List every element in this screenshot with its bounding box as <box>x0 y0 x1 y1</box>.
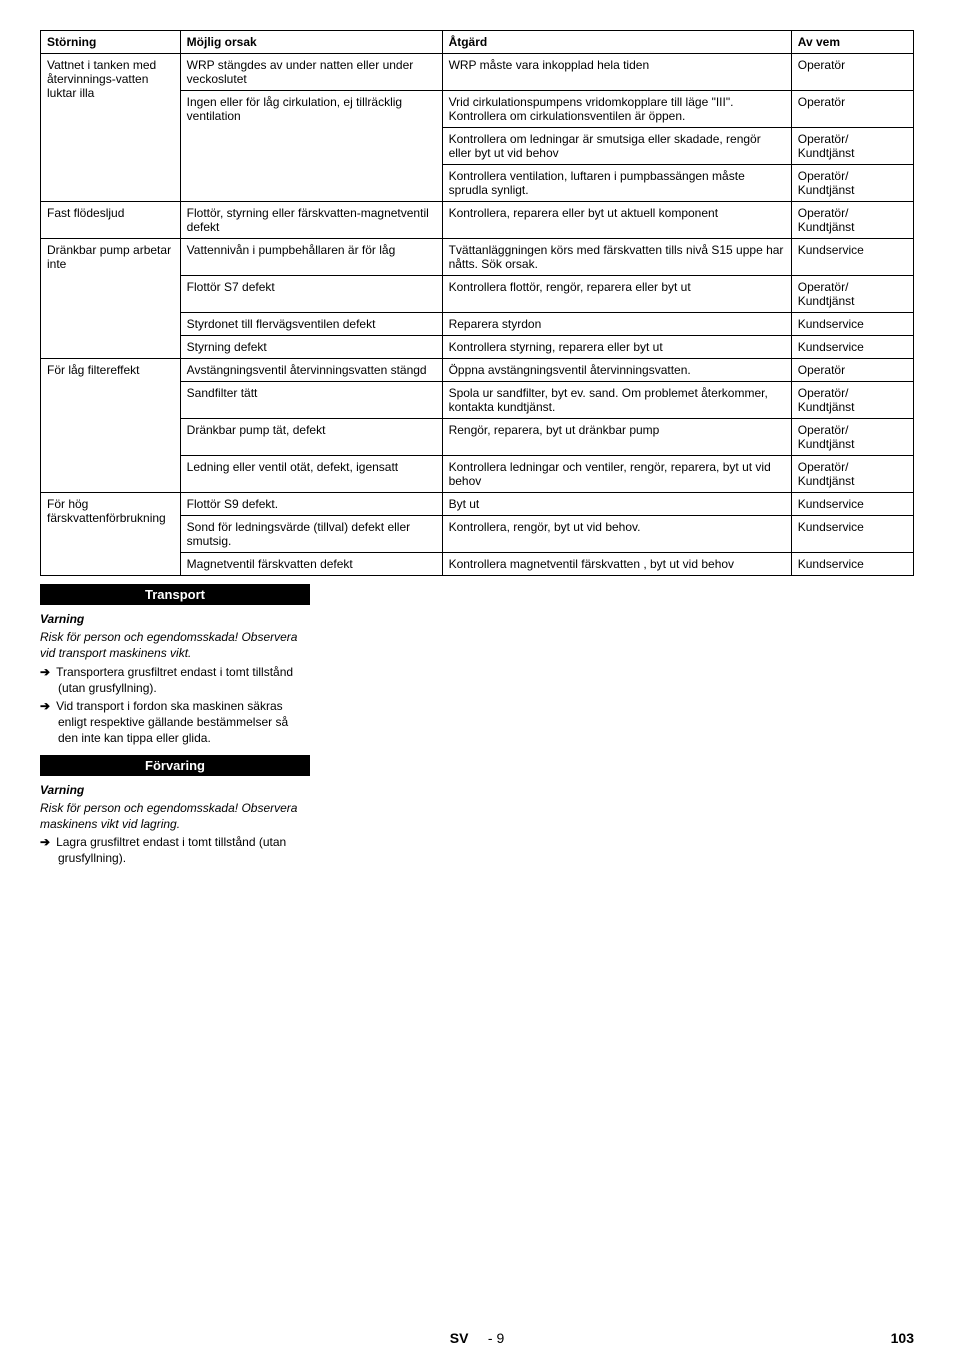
cell-orsak: Flottör S7 defekt <box>180 276 442 313</box>
troubleshooting-table: Störning Möjlig orsak Åtgärd Av vem Vatt… <box>40 30 914 576</box>
cell-orsak: Vattennivån i pumpbehållaren är för låg <box>180 239 442 276</box>
footer-lang: SV <box>450 1330 469 1346</box>
cell-vem: Kundservice <box>791 493 913 516</box>
cell-vem: Kundservice <box>791 313 913 336</box>
transport-intro: Risk för person och egendomsskada! Obser… <box>40 629 310 661</box>
cell-vem: Operatör/ Kundtjänst <box>791 128 913 165</box>
cell-vem: Kundservice <box>791 336 913 359</box>
cell-vem: Operatör/ Kundtjänst <box>791 456 913 493</box>
cell-vem: Kundservice <box>791 516 913 553</box>
table-row: För låg filtereffektAvstängningsventil å… <box>41 359 914 382</box>
footer-pagesub: - 9 <box>488 1330 504 1346</box>
cell-stoerning: För hög färskvattenförbrukning <box>41 493 181 576</box>
cell-atgard: Rengör, reparera, byt ut dränkbar pump <box>442 419 791 456</box>
cell-orsak: Flottör, styrning eller färskvatten-magn… <box>180 202 442 239</box>
forvaring-list: Lagra grusfiltret endast i tomt tillstån… <box>40 834 310 866</box>
cell-orsak: Styrdonet till flervägsventilen defekt <box>180 313 442 336</box>
th-orsak: Möjlig orsak <box>180 31 442 54</box>
th-vem: Av vem <box>791 31 913 54</box>
forvaring-warning: Varning <box>40 782 310 798</box>
cell-stoerning: För låg filtereffekt <box>41 359 181 493</box>
section-transport-header: Transport <box>40 584 310 605</box>
table-body: Vattnet i tanken med återvinnings-vatten… <box>41 54 914 576</box>
th-atgard: Åtgärd <box>442 31 791 54</box>
cell-vem: Operatör/ Kundtjänst <box>791 419 913 456</box>
cell-orsak: Avstängningsventil återvinningsvatten st… <box>180 359 442 382</box>
section-forvaring-header: Förvaring <box>40 755 310 776</box>
cell-atgard: Kontrollera ledningar och ventiler, reng… <box>442 456 791 493</box>
cell-stoerning: Vattnet i tanken med återvinnings-vatten… <box>41 54 181 202</box>
cell-vem: Operatör/ Kundtjänst <box>791 165 913 202</box>
cell-vem: Operatör/ Kundtjänst <box>791 276 913 313</box>
cell-orsak: Ingen eller för låg cirkulation, ej till… <box>180 91 442 202</box>
cell-atgard: Byt ut <box>442 493 791 516</box>
th-stoerning: Störning <box>41 31 181 54</box>
transport-list: Transportera grusfiltret endast i tomt t… <box>40 664 310 747</box>
table-row: Vattnet i tanken med återvinnings-vatten… <box>41 54 914 91</box>
cell-atgard: Vrid cirkulationspumpens vridomkopplare … <box>442 91 791 128</box>
transport-warning: Varning <box>40 611 310 627</box>
cell-vem: Operatör <box>791 359 913 382</box>
cell-vem: Operatör <box>791 54 913 91</box>
cell-orsak: Styrning defekt <box>180 336 442 359</box>
cell-atgard: Spola ur sandfilter, byt ev. sand. Om pr… <box>442 382 791 419</box>
list-item: Lagra grusfiltret endast i tomt tillstån… <box>40 834 310 866</box>
cell-orsak: Flottör S9 defekt. <box>180 493 442 516</box>
cell-orsak: Magnetventil färskvatten defekt <box>180 553 442 576</box>
cell-atgard: Kontrollera, rengör, byt ut vid behov. <box>442 516 791 553</box>
cell-atgard: Kontrollera styrning, reparera eller byt… <box>442 336 791 359</box>
footer-center: SV - 9 <box>450 1330 504 1346</box>
cell-vem: Operatör/ Kundtjänst <box>791 382 913 419</box>
cell-atgard: Kontrollera ventilation, luftaren i pump… <box>442 165 791 202</box>
cell-vem: Kundservice <box>791 553 913 576</box>
cell-atgard: Tvättanläggningen körs med färskvatten t… <box>442 239 791 276</box>
forvaring-intro: Risk för person och egendomsskada! Obser… <box>40 800 310 832</box>
cell-orsak: Sond för ledningsvärde (tillval) defekt … <box>180 516 442 553</box>
table-row: Dränkbar pump arbetar inteVattennivån i … <box>41 239 914 276</box>
footer-page: 103 <box>891 1330 914 1346</box>
cell-stoerning: Fast flödesljud <box>41 202 181 239</box>
cell-stoerning: Dränkbar pump arbetar inte <box>41 239 181 359</box>
list-item: Vid transport i fordon ska maskinen säkr… <box>40 698 310 747</box>
cell-atgard: Reparera styrdon <box>442 313 791 336</box>
cell-orsak: Sandfilter tätt <box>180 382 442 419</box>
cell-atgard: Kontrollera, reparera eller byt ut aktue… <box>442 202 791 239</box>
cell-orsak: Ledning eller ventil otät, defekt, igens… <box>180 456 442 493</box>
cell-atgard: WRP måste vara inkopplad hela tiden <box>442 54 791 91</box>
forvaring-text: Varning Risk för person och egendomsskad… <box>40 782 310 867</box>
cell-vem: Operatör/ Kundtjänst <box>791 202 913 239</box>
table-row: För hög färskvattenförbrukningFlottör S9… <box>41 493 914 516</box>
transport-text: Varning Risk för person och egendomsskad… <box>40 611 310 747</box>
cell-orsak: WRP stängdes av under natten eller under… <box>180 54 442 91</box>
cell-atgard: Kontrollera magnetventil färskvatten , b… <box>442 553 791 576</box>
list-item: Transportera grusfiltret endast i tomt t… <box>40 664 310 696</box>
cell-orsak: Dränkbar pump tät, defekt <box>180 419 442 456</box>
cell-atgard: Kontrollera flottör, rengör, reparera el… <box>442 276 791 313</box>
cell-vem: Operatör <box>791 91 913 128</box>
cell-vem: Kundservice <box>791 239 913 276</box>
table-row: Fast flödesljudFlottör, styrning eller f… <box>41 202 914 239</box>
cell-atgard: Öppna avstängningsventil återvinningsvat… <box>442 359 791 382</box>
cell-atgard: Kontrollera om ledningar är smutsiga ell… <box>442 128 791 165</box>
